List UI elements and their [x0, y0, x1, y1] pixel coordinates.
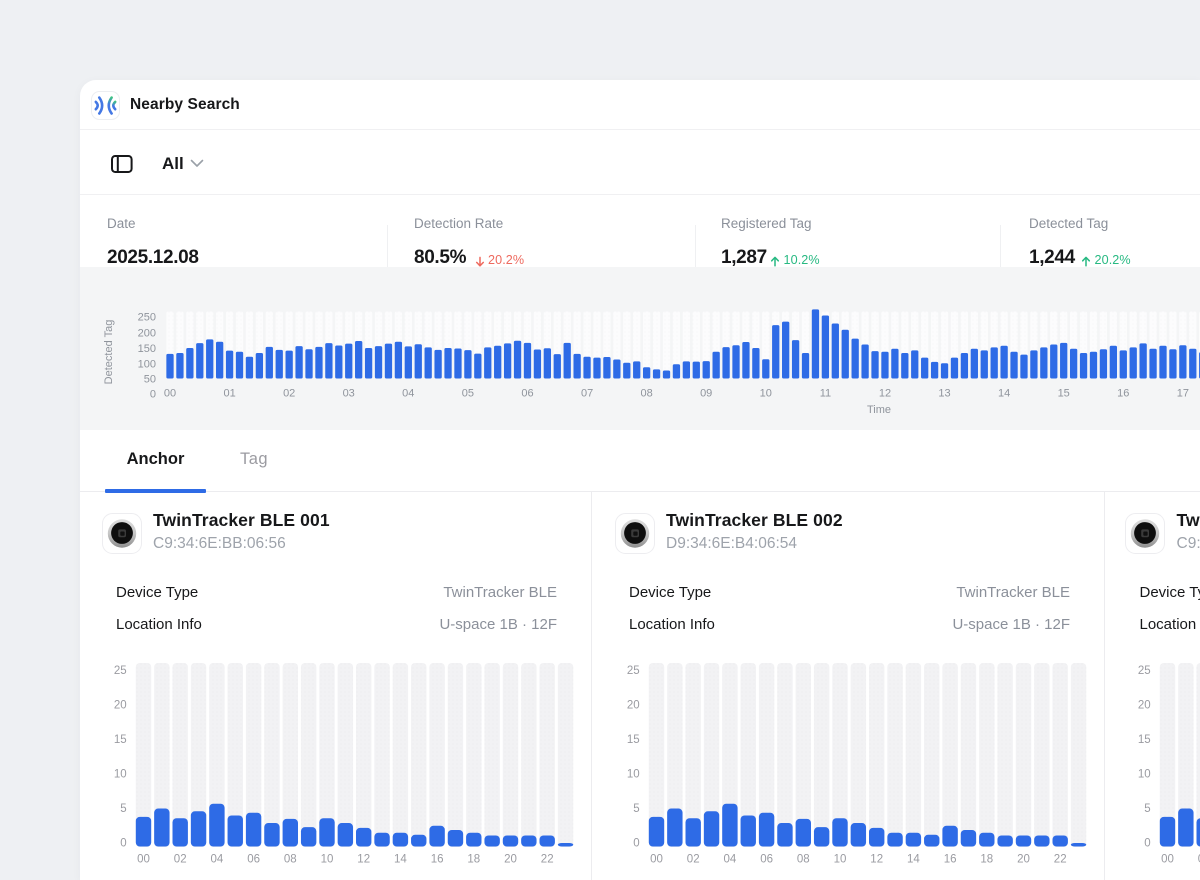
svg-text:10: 10 — [834, 854, 847, 866]
svg-text:00: 00 — [650, 854, 663, 866]
svg-text:15: 15 — [627, 734, 640, 746]
svg-text:Detected Tag: Detected Tag — [103, 320, 115, 385]
svg-text:08: 08 — [640, 387, 652, 399]
svg-text:10: 10 — [760, 387, 772, 399]
svg-text:03: 03 — [343, 387, 355, 399]
svg-text:10: 10 — [114, 768, 127, 780]
svg-text:20: 20 — [1137, 699, 1150, 711]
svg-text:25: 25 — [627, 665, 640, 677]
svg-text:14: 14 — [907, 854, 920, 866]
svg-text:18: 18 — [980, 854, 993, 866]
svg-text:17: 17 — [1177, 387, 1189, 399]
svg-text:12: 12 — [879, 387, 891, 399]
svg-text:0: 0 — [150, 388, 156, 400]
svg-text:08: 08 — [284, 854, 297, 866]
svg-text:16: 16 — [944, 854, 957, 866]
svg-text:0: 0 — [120, 837, 126, 849]
svg-text:100: 100 — [138, 359, 156, 371]
svg-text:13: 13 — [938, 387, 950, 399]
svg-text:04: 04 — [402, 387, 414, 399]
svg-text:02: 02 — [174, 854, 187, 866]
svg-text:25: 25 — [1137, 665, 1150, 677]
svg-text:18: 18 — [467, 854, 480, 866]
svg-text:14: 14 — [394, 854, 407, 866]
svg-text:11: 11 — [820, 387, 831, 399]
svg-text:15: 15 — [1137, 734, 1150, 746]
svg-text:22: 22 — [541, 854, 554, 866]
svg-text:25: 25 — [114, 665, 127, 677]
svg-text:0: 0 — [1144, 837, 1150, 849]
svg-text:20: 20 — [1017, 854, 1030, 866]
svg-text:200: 200 — [138, 327, 156, 339]
svg-text:5: 5 — [1144, 803, 1150, 815]
svg-text:20: 20 — [114, 699, 127, 711]
svg-text:06: 06 — [521, 387, 533, 399]
svg-text:05: 05 — [462, 387, 474, 399]
svg-text:00: 00 — [164, 387, 176, 399]
svg-text:20: 20 — [627, 699, 640, 711]
svg-text:5: 5 — [120, 803, 126, 815]
svg-text:16: 16 — [1117, 387, 1129, 399]
svg-text:22: 22 — [1054, 854, 1067, 866]
svg-text:10: 10 — [1137, 768, 1150, 780]
svg-text:5: 5 — [633, 803, 639, 815]
svg-text:06: 06 — [760, 854, 773, 866]
svg-text:00: 00 — [137, 854, 150, 866]
svg-text:02: 02 — [283, 387, 295, 399]
svg-text:50: 50 — [144, 373, 156, 385]
svg-text:04: 04 — [211, 854, 224, 866]
svg-text:08: 08 — [797, 854, 810, 866]
svg-text:06: 06 — [247, 854, 260, 866]
svg-text:02: 02 — [1197, 854, 1200, 866]
svg-text:07: 07 — [581, 387, 593, 399]
svg-text:01: 01 — [223, 387, 235, 399]
svg-text:02: 02 — [687, 854, 700, 866]
svg-text:04: 04 — [724, 854, 737, 866]
svg-text:14: 14 — [998, 387, 1010, 399]
svg-text:15: 15 — [1058, 387, 1070, 399]
svg-text:150: 150 — [138, 343, 156, 355]
svg-text:Time: Time — [867, 404, 891, 416]
svg-text:15: 15 — [114, 734, 127, 746]
svg-text:250: 250 — [138, 311, 156, 323]
svg-text:12: 12 — [357, 854, 370, 866]
svg-text:10: 10 — [627, 768, 640, 780]
svg-text:09: 09 — [700, 387, 712, 399]
svg-text:00: 00 — [1161, 854, 1174, 866]
svg-text:12: 12 — [870, 854, 883, 866]
svg-text:0: 0 — [633, 837, 639, 849]
svg-text:20: 20 — [504, 854, 517, 866]
svg-text:10: 10 — [321, 854, 334, 866]
svg-text:16: 16 — [431, 854, 444, 866]
